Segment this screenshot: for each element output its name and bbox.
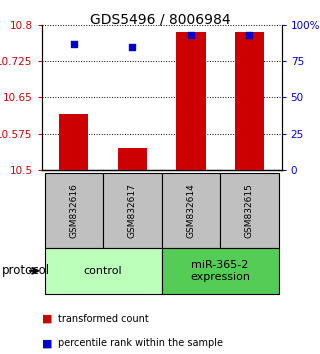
Text: ■: ■ [42, 314, 52, 324]
Bar [235, 32, 264, 170]
Text: GSM832617: GSM832617 [128, 183, 137, 238]
Point [130, 44, 135, 49]
Text: percentile rank within the sample: percentile rank within the sample [58, 338, 223, 348]
Text: protocol: protocol [2, 264, 50, 277]
Text: GSM832616: GSM832616 [69, 183, 78, 238]
Point [71, 41, 76, 46]
Text: miR-365-2
expression: miR-365-2 expression [190, 260, 250, 282]
Text: ■: ■ [42, 338, 52, 348]
Bar [59, 114, 88, 170]
Text: control: control [84, 266, 122, 276]
Point [188, 32, 193, 38]
Text: GSM832615: GSM832615 [245, 183, 254, 238]
Text: transformed count: transformed count [58, 314, 148, 324]
Bar [176, 32, 205, 170]
Text: GDS5496 / 8006984: GDS5496 / 8006984 [90, 12, 230, 27]
Bar [118, 148, 147, 170]
Point [247, 32, 252, 38]
Text: GSM832614: GSM832614 [186, 183, 196, 238]
